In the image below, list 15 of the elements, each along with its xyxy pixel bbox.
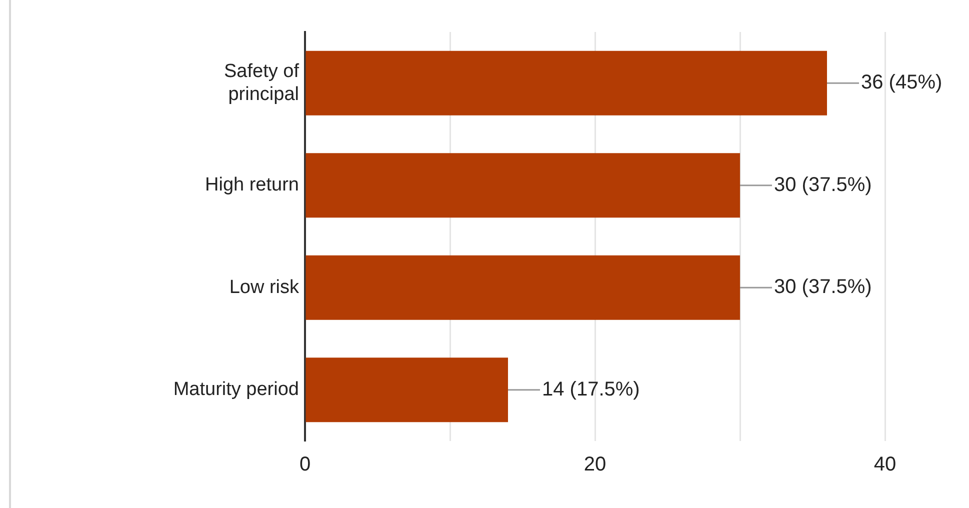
data-label: 36 (45%) <box>861 72 942 94</box>
x-tick-label: 20 <box>584 454 606 476</box>
data-label: 30 (37.5%) <box>774 174 872 196</box>
y-tick-label: Maturity period <box>173 379 299 400</box>
data-label: 30 (37.5%) <box>774 276 872 298</box>
bar <box>306 255 740 320</box>
bar <box>306 153 740 218</box>
x-tick-label: 40 <box>874 454 896 476</box>
data-label: 14 (17.5%) <box>542 378 640 400</box>
x-tick-label: 0 <box>299 454 311 476</box>
y-tick-label: High return <box>205 174 299 196</box>
y-tick-label: Low risk <box>229 276 300 298</box>
bar <box>306 358 508 422</box>
bar <box>306 50 827 116</box>
y-tick-label: Safety of principal <box>224 60 300 105</box>
